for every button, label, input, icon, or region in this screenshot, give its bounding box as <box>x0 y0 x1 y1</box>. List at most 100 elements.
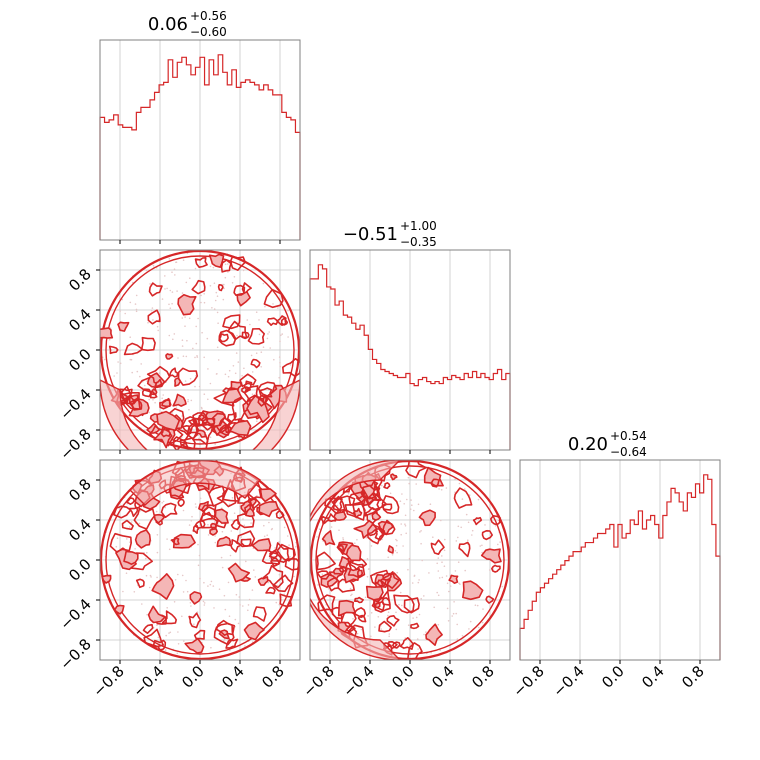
scatter-point <box>221 530 224 533</box>
scatter-point <box>321 573 324 575</box>
scatter-point <box>241 375 243 377</box>
contour-blob <box>378 620 392 633</box>
contour-blob <box>243 621 265 641</box>
scatter-point <box>448 590 450 593</box>
scatter-point <box>186 339 188 342</box>
scatter-point <box>459 583 461 585</box>
scatter-point <box>177 573 179 576</box>
contour-blob <box>348 491 366 506</box>
scatter-point <box>195 325 197 328</box>
scatter-point <box>468 494 471 496</box>
scatter-point <box>242 269 245 272</box>
contour-blob <box>258 500 280 518</box>
scatter-point <box>449 585 452 587</box>
contour-blob <box>399 636 415 651</box>
contour-blob <box>131 399 143 411</box>
scatter-point <box>402 545 404 547</box>
scatter-point <box>316 536 318 538</box>
scatter-point <box>227 271 229 273</box>
scatter-point <box>262 282 265 285</box>
contour-blob <box>362 492 381 517</box>
scatter-point <box>356 538 358 541</box>
y-tick-label-row2-2: 0.0 <box>65 345 95 375</box>
scatter-point <box>190 605 192 607</box>
scatter-point <box>199 577 201 580</box>
scatter-point <box>461 498 464 500</box>
scatter-point <box>404 525 407 527</box>
scatter-point <box>440 489 443 491</box>
scatter-point <box>182 509 185 512</box>
scatter-point <box>464 488 466 490</box>
scatter-point <box>278 541 280 543</box>
contour-blob <box>221 388 243 404</box>
contour-blob <box>333 511 347 521</box>
scatter-point <box>477 498 480 501</box>
scatter-point <box>453 601 455 603</box>
contour-blob <box>453 487 473 509</box>
scatter-point <box>119 310 121 313</box>
scatter-point <box>229 649 231 652</box>
x-tick-label-col1-1: −0.4 <box>129 662 167 700</box>
scatter-point <box>195 342 198 345</box>
scatter-point <box>317 584 319 586</box>
scatter-point <box>501 585 504 588</box>
scatter-point <box>269 557 271 559</box>
scatter-point <box>418 613 421 616</box>
scatter-point <box>277 307 279 309</box>
contour-blob <box>275 509 285 520</box>
scatter-point <box>395 538 397 541</box>
scatter-point <box>370 612 373 614</box>
y-tick-label-row3-1: −0.4 <box>56 595 94 633</box>
scatter-point <box>240 536 243 538</box>
x-tick-label-col3-2: 0.0 <box>598 662 628 692</box>
scatter-point <box>177 357 179 359</box>
scatter-point <box>469 620 472 623</box>
contour-blob <box>326 576 340 592</box>
scatter-point <box>181 345 184 347</box>
scatter-point <box>171 302 173 305</box>
scatter-point <box>413 574 416 577</box>
scatter-point <box>173 333 176 335</box>
contour-blob <box>230 518 241 531</box>
scatter-point <box>190 399 193 402</box>
contour-blob <box>338 565 347 573</box>
scatter-point <box>377 616 380 618</box>
scatter-point <box>287 309 289 312</box>
scatter-point <box>488 569 491 571</box>
contour-blob <box>208 253 225 269</box>
scatter-point <box>437 623 440 626</box>
contour-blob <box>374 527 386 541</box>
contour-blob <box>249 498 261 510</box>
contour-blob <box>425 623 443 647</box>
scatter-point <box>255 352 258 355</box>
contour-content-2 <box>310 460 510 660</box>
scatter-point <box>210 580 213 583</box>
scatter-point <box>253 569 255 571</box>
scatter-point <box>185 281 188 284</box>
scatter-point <box>464 569 467 572</box>
scatter-point <box>175 261 178 264</box>
histogram-step-3 <box>519 474 721 660</box>
scatter-point <box>250 522 252 524</box>
contour-blob <box>151 573 175 600</box>
scatter-point <box>185 355 188 358</box>
scatter-point <box>149 574 152 577</box>
scatter-point <box>456 623 459 626</box>
title-minus-2: −0.35 <box>400 235 437 249</box>
contour-blob <box>220 259 232 273</box>
scatter-point <box>164 506 166 509</box>
scatter-point <box>278 356 281 358</box>
contour-blob <box>195 429 207 438</box>
scatter-point <box>234 372 237 375</box>
scatter-point <box>139 375 141 378</box>
scatter-point <box>481 621 484 624</box>
contour-blob <box>161 610 177 625</box>
x-tick-label-col3-0: −0.8 <box>509 662 547 700</box>
scatter-point <box>130 358 133 361</box>
contour-blob <box>338 556 352 570</box>
scatter-point <box>169 289 172 292</box>
contour-blob <box>246 394 270 424</box>
scatter-point <box>181 574 184 577</box>
scatter-point <box>428 572 430 574</box>
scatter-point <box>447 620 450 622</box>
